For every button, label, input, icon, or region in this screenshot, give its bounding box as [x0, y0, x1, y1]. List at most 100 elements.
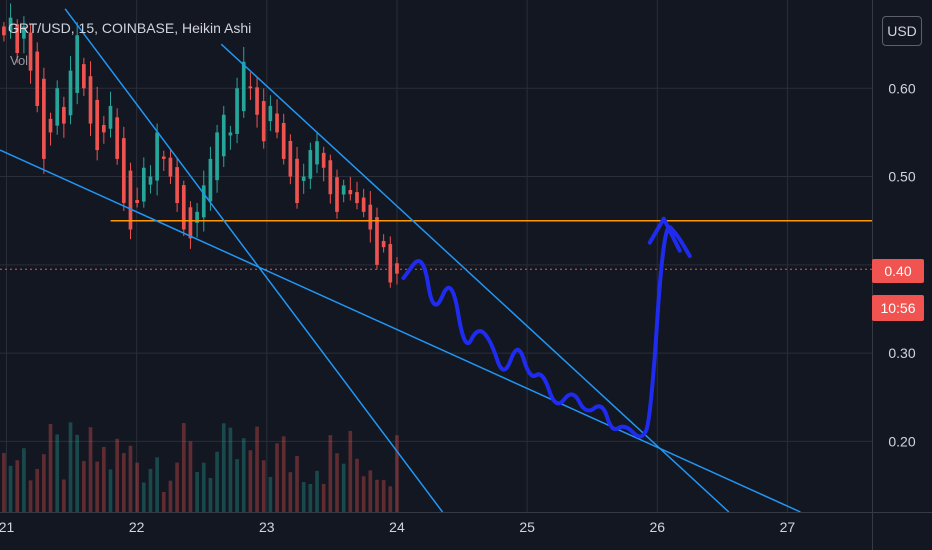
grid [0, 0, 872, 512]
candle-body [2, 26, 6, 36]
volume-bar [68, 422, 73, 512]
y-tick-label: 0.30 [888, 345, 915, 361]
candle-body [75, 35, 80, 93]
candle-body [281, 122, 286, 159]
volume-bar [188, 441, 193, 512]
volume-bar [201, 462, 206, 512]
volume-bar [208, 477, 213, 512]
volume-bar [301, 482, 306, 512]
candle-body [341, 185, 346, 195]
drawings [0, 8, 872, 513]
candle-body [395, 263, 399, 274]
volume-bar [268, 476, 273, 512]
trendline [0, 149, 801, 513]
candle-body [62, 106, 66, 124]
symbol-legend[interactable]: GRT/USD, 15, COINBASE, Heikin Ashi [8, 20, 252, 36]
candle-body [335, 177, 339, 212]
candle-body [22, 26, 26, 39]
volume-bar [321, 483, 326, 512]
volume-bar [121, 453, 126, 512]
volume-bar [195, 472, 199, 512]
candle-body [141, 167, 146, 202]
candle-body [28, 32, 33, 71]
volume-bar [335, 453, 339, 512]
candle-body [308, 150, 313, 179]
volume-bar [95, 461, 100, 512]
candle-body [235, 88, 239, 134]
volume-bar [115, 438, 119, 512]
x-tick-label: 25 [519, 519, 535, 535]
volume-bar [8, 465, 13, 512]
volume-bar [2, 452, 6, 512]
y-tick-label: 0.50 [888, 169, 915, 185]
candle-body [221, 114, 226, 157]
candle-body [301, 176, 306, 181]
candle-body [148, 176, 153, 185]
volume-bar [155, 457, 159, 512]
volume-bar [181, 423, 186, 512]
volume-bar [42, 454, 46, 512]
candle-body [241, 61, 246, 112]
candle-body [201, 185, 206, 218]
candle-body [8, 17, 13, 31]
candle-body [68, 70, 73, 116]
volume-bar [35, 468, 40, 512]
x-tick-label: 23 [259, 519, 275, 535]
volume-bar [228, 427, 233, 512]
volume-bar [368, 470, 373, 512]
candle-body [228, 132, 233, 136]
volume-bar [235, 459, 239, 512]
volume-bar [375, 479, 379, 512]
volume-bar [255, 426, 259, 512]
candle-body [42, 78, 46, 159]
candle-body [261, 101, 266, 142]
volume-bar [288, 472, 293, 512]
candle-body [355, 192, 359, 204]
candle-body [248, 86, 253, 89]
candles [2, 3, 399, 288]
volume-bar [82, 461, 86, 512]
volume-bar [361, 476, 366, 512]
candle-body [15, 24, 20, 53]
candle-body [295, 158, 299, 204]
candle-body [255, 87, 259, 115]
volume-bar [261, 460, 266, 512]
candle-body [35, 51, 40, 106]
volume-bar [55, 434, 60, 512]
currency-button[interactable]: USD [882, 16, 922, 46]
volume-legend[interactable]: Vol [10, 53, 29, 68]
x-tick-label: 22 [129, 519, 145, 535]
volume-bar [22, 448, 26, 512]
x-tick-label: 27 [780, 519, 796, 535]
arrow-head [647, 216, 682, 253]
trendline [64, 8, 444, 513]
candle-body [208, 158, 213, 202]
volume-bar [295, 456, 299, 512]
candle-body [375, 217, 379, 265]
volume-bar [62, 479, 66, 512]
candle-body [328, 160, 333, 195]
volume-bar [28, 480, 33, 512]
candle-body [161, 156, 166, 159]
x-tick-label: 26 [649, 519, 665, 535]
candle-body [321, 152, 326, 168]
candle-body [268, 105, 273, 122]
candle-body [381, 240, 386, 248]
volume-bar [248, 450, 253, 512]
candle-body [102, 124, 106, 133]
candle-body [288, 140, 293, 177]
volume-bar [315, 470, 319, 512]
x-tick-label: 21 [0, 519, 15, 535]
volume-bars [2, 422, 399, 512]
volume-bar [88, 427, 93, 512]
candle-body [168, 157, 173, 177]
volume-bar [341, 463, 346, 512]
volume-bar [221, 423, 226, 512]
candle-body [388, 244, 393, 283]
candle-body [108, 105, 113, 129]
candle-body [155, 132, 159, 181]
volume-bar [168, 480, 173, 512]
